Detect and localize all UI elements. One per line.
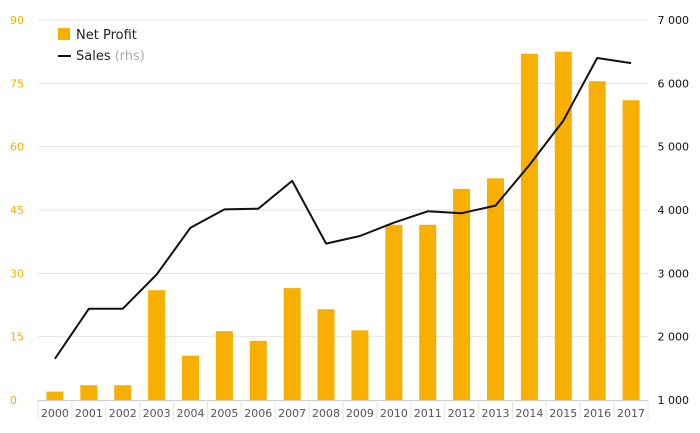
x-axis: 2000 2001 2002 2003 2004 2005 2006 2007 2008 2009… [37,400,649,420]
net-profit-bar [317,309,335,400]
x-tick-label: 2007 [278,407,306,420]
legend: Net Profit Sales (rhs) [58,28,145,64]
net-profit-bar [554,51,572,401]
y-left-tick-label: 45 [10,204,24,217]
right-y-axis: 1 000 2 000 3 000 4 000 5 000 6 000 7 000 [658,14,690,407]
net-profit-bar [114,385,132,400]
x-tick-label: 2005 [210,407,238,420]
legend-label-net-profit: Net Profit [76,28,137,43]
net-profit-bar [419,224,437,400]
y-left-tick-label: 30 [10,267,24,280]
x-tick-label: 2010 [380,407,408,420]
y-right-tick-label: 4 000 [658,204,690,217]
net-profit-bar [148,290,166,400]
x-tick-label: 2008 [312,407,340,420]
x-tick-label: 2004 [177,407,205,420]
y-left-tick-label: 90 [10,14,24,27]
sales-line-layer [54,57,632,360]
net-profit-bar [283,288,301,400]
y-right-tick-label: 3 000 [658,267,690,280]
legend-label-sales: Sales [76,49,111,64]
legend-label-sales-suffix: (rhs) [115,49,145,64]
x-tick-label: 2012 [448,407,476,420]
net-profit-bar [80,385,98,400]
net-profit-bar [588,81,606,400]
y-left-tick-label: 75 [10,77,24,90]
y-right-tick-label: 5 000 [658,141,690,154]
y-right-tick-label: 1 000 [658,394,690,407]
x-tick-label: 2015 [549,407,577,420]
net-profit-bar [487,178,504,400]
x-tick-label: 2000 [41,407,69,420]
net-profit-bar [351,330,369,400]
svg-text:Sales(rhs): Sales (rhs) [76,49,145,64]
net-profit-bar [182,355,199,400]
net-profit-bar [46,391,64,400]
net-profit-bar [249,340,267,400]
net-profit-bars [46,51,640,401]
x-tick-label: 2001 [75,407,103,420]
x-tick-label: 2017 [617,407,645,420]
y-left-tick-label: 0 [10,394,17,407]
net-profit-bar [622,100,640,400]
legend-swatch-net-profit [58,28,70,40]
y-right-tick-label: 6 000 [658,77,690,90]
net-profit-bar [215,331,233,400]
x-tick-label: 2014 [515,407,543,420]
net-profit-bar [520,53,538,401]
x-tick-label: 2006 [244,407,272,420]
y-right-tick-label: 2 000 [658,331,690,344]
y-right-tick-label: 7 000 [658,14,690,27]
left-y-axis: 0 15 30 45 60 75 90 [10,14,24,407]
y-left-tick-label: 15 [10,331,24,344]
net-profit-bar [453,188,471,400]
y-left-tick-label: 60 [10,141,24,154]
x-tick-label: 2009 [346,407,374,420]
x-tick-label: 2003 [143,407,171,420]
net-profit-bar [385,224,403,400]
x-tick-label: 2016 [583,407,611,420]
sales-line [54,57,632,360]
x-tick-label: 2013 [482,407,510,420]
x-tick-label: 2002 [109,407,137,420]
x-tick-label: 2011 [414,407,442,420]
